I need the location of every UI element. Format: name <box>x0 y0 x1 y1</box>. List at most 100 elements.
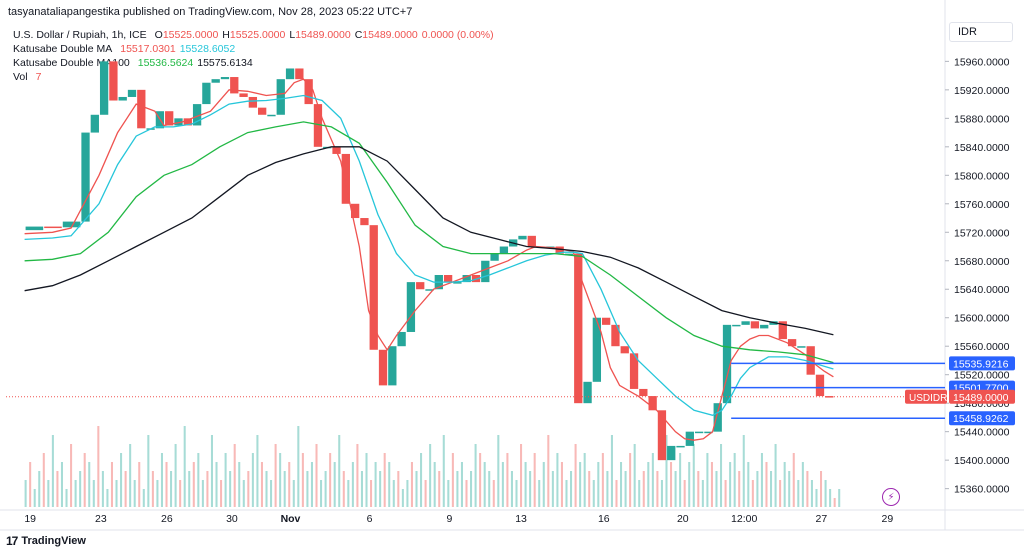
volume-bar <box>506 453 509 507</box>
price-bar <box>360 218 369 226</box>
volume-bar <box>179 480 182 507</box>
volume-bar <box>229 471 232 507</box>
x-tick-label: 12:00 <box>731 513 757 525</box>
y-tick-label: 15440.0000 <box>954 427 1010 439</box>
currency-label[interactable]: IDR <box>949 22 1013 42</box>
price-bar <box>44 226 62 229</box>
volume-bar <box>251 453 254 507</box>
price-bar <box>99 61 109 115</box>
volume-bar <box>170 471 173 507</box>
price-bar <box>183 118 192 126</box>
price-bar <box>583 381 592 404</box>
price-label-box <box>949 389 1015 404</box>
volume-bar <box>124 471 127 507</box>
volume-bar <box>356 444 359 507</box>
volume-bar <box>224 453 227 507</box>
price-bar <box>350 203 360 219</box>
volume-bar <box>160 453 163 507</box>
legend-open: O15525.0000 <box>154 29 219 41</box>
y-tick-label: 15760.0000 <box>954 199 1010 211</box>
ma-value-b: 15528.6052 <box>179 43 236 55</box>
volume-bar <box>838 489 841 507</box>
volume-bar <box>60 462 64 507</box>
volume-bar <box>129 444 132 507</box>
x-tick-label: 19 <box>24 513 36 525</box>
volume-bar <box>360 471 363 507</box>
price-bar <box>611 324 620 347</box>
price-bar <box>648 396 657 411</box>
price-label-box <box>949 411 1015 426</box>
volume-bar <box>574 444 577 507</box>
price-bar <box>425 289 434 291</box>
price-bar <box>722 324 732 404</box>
volume-bar <box>460 462 463 507</box>
lightning-icon[interactable]: ⚡ <box>882 488 900 506</box>
price-bar <box>258 107 267 115</box>
price-bar <box>220 77 230 80</box>
y-tick-label: 15680.0000 <box>954 256 1010 268</box>
tradingview-logo-icon: 17 <box>6 534 18 548</box>
price-bar <box>760 324 769 329</box>
x-tick-label: 29 <box>882 513 894 525</box>
volume-bar <box>260 462 263 507</box>
volume-bar <box>265 471 268 507</box>
volume-bar <box>556 453 559 507</box>
symbol-name[interactable]: U.S. Dollar / Rupiah, 1h, ICE <box>13 29 147 41</box>
price-bar <box>62 221 81 228</box>
volume-indicator-name[interactable]: Vol <box>13 71 28 83</box>
volume-bar <box>210 435 213 507</box>
y-tick-label: 15880.0000 <box>954 113 1010 125</box>
volume-bar <box>38 471 41 507</box>
volume-bar <box>101 471 104 507</box>
volume-bar <box>156 480 159 507</box>
price-bar <box>248 96 258 108</box>
price-bar <box>230 77 239 94</box>
price-bar <box>369 225 378 350</box>
volume-bar <box>165 462 168 507</box>
volume-bar <box>388 462 391 507</box>
volume-bar <box>465 480 468 507</box>
volume-bar <box>51 435 54 507</box>
volume-bar <box>333 462 336 507</box>
volume-bar <box>797 480 800 507</box>
y-tick-label: 15800.0000 <box>954 170 1010 182</box>
volume-bar <box>133 480 136 507</box>
ma-line <box>24 121 834 364</box>
price-bar <box>276 79 285 115</box>
price-label-text: 15458.9262 <box>953 413 1009 425</box>
volume-bar <box>174 444 177 507</box>
volume-bar <box>238 462 241 507</box>
volume-bar <box>760 453 763 507</box>
volume-bar <box>538 480 541 507</box>
price-bar <box>137 89 146 129</box>
volume-bar <box>442 435 445 507</box>
price-bar <box>667 445 676 461</box>
x-tick-label: 9 <box>447 513 453 525</box>
volume-bar <box>106 489 109 507</box>
price-bar <box>304 79 313 105</box>
volume-bar <box>470 471 473 507</box>
x-tick-label: 6 <box>367 513 373 525</box>
volume-bar <box>647 462 650 507</box>
price-label-box <box>949 356 1015 371</box>
volume-bar <box>701 480 704 507</box>
volume-bar <box>120 453 123 507</box>
volume-bar <box>638 480 641 507</box>
volume-bar <box>792 453 795 507</box>
volume-bar <box>833 498 836 507</box>
volume-bar <box>315 444 318 507</box>
volume-bar <box>110 462 113 507</box>
volume-bar <box>374 462 377 507</box>
volume-bar <box>306 471 309 507</box>
y-tick-label: 15640.0000 <box>954 284 1010 296</box>
price-bar <box>741 321 750 325</box>
price-label-text: 15535.9216 <box>953 358 1009 370</box>
volume-bar <box>70 444 73 507</box>
price-bar <box>787 339 797 347</box>
volume-bar <box>92 480 95 507</box>
volume-bar <box>79 471 82 507</box>
volume-bar <box>342 471 345 507</box>
ma-indicator-name[interactable]: Katusabe Double MA <box>13 43 113 55</box>
publisher-line: tasyanataliapangestika published on Trad… <box>8 6 413 18</box>
